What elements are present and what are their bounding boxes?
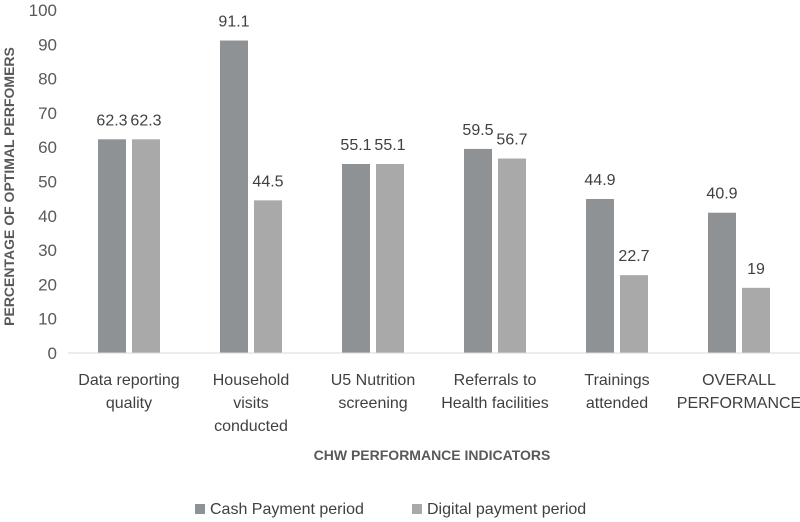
x-tick-label: Referrals to — [454, 372, 537, 389]
x-tick-label: OVERALL — [702, 372, 776, 389]
data-label: 55.1 — [340, 137, 371, 154]
x-axis-title: CHW PERFORMANCE INDICATORS — [314, 447, 551, 463]
x-tick-label: screening — [338, 395, 407, 412]
legend-swatch — [412, 504, 422, 514]
bar-cash-0 — [98, 139, 126, 353]
x-tick-label: visits — [233, 395, 269, 412]
bar-cash-2 — [342, 164, 370, 353]
data-label: 22.7 — [618, 248, 649, 265]
x-tick-label: Trainings — [584, 372, 649, 389]
x-tick-label: quality — [106, 395, 152, 412]
bar-digital-4 — [620, 275, 648, 353]
y-tick-label: 0 — [48, 344, 57, 363]
y-tick-label: 50 — [38, 173, 57, 192]
y-tick-label: 20 — [38, 275, 57, 294]
data-label: 91.1 — [218, 14, 249, 31]
bars — [98, 40, 770, 353]
legend-label: Digital payment period — [427, 501, 586, 518]
data-label: 62.3 — [96, 112, 127, 129]
data-label: 40.9 — [706, 186, 737, 203]
x-tick-label: Household — [213, 372, 290, 389]
y-tick-label: 70 — [38, 104, 57, 123]
data-label: 19 — [747, 261, 765, 278]
data-label: 56.7 — [496, 132, 527, 149]
data-label: 44.5 — [252, 173, 283, 190]
bar-digital-3 — [498, 158, 526, 353]
y-tick-label: 100 — [29, 1, 57, 20]
data-labels: 62.3 91.1 55.1 59.5 44.9 40.9 62.3 44.5 55.1 56.7… — [96, 14, 765, 278]
bar-cash-3 — [464, 148, 492, 353]
data-label: 55.1 — [374, 137, 405, 154]
x-tick-label: PERFORMANCE — [677, 395, 800, 412]
bar-cash-1 — [220, 40, 248, 353]
y-axis-ticks: 0 10 20 30 40 50 60 70 80 90 100 — [29, 1, 57, 363]
y-tick-label: 90 — [38, 35, 57, 54]
y-tick-label: 60 — [38, 138, 57, 157]
legend: Cash Payment period Digital payment perio… — [195, 501, 586, 518]
bar-cash-4 — [586, 198, 614, 353]
x-tick-label: Health facilities — [441, 395, 549, 412]
x-tick-label: conducted — [214, 418, 288, 435]
y-tick-label: 30 — [38, 241, 57, 260]
data-label: 44.9 — [584, 172, 615, 189]
bar-digital-0 — [132, 139, 160, 353]
data-label: 62.3 — [130, 112, 161, 129]
x-tick-label: Data reporting — [78, 372, 179, 389]
bar-cash-5 — [708, 212, 736, 353]
bar-digital-1 — [254, 200, 282, 353]
legend-label: Cash Payment period — [210, 501, 364, 518]
y-axis-title: PERCENTAGE OF OPTIMAL PERFOMERS — [1, 47, 17, 326]
x-tick-label: U5 Nutrition — [331, 372, 415, 389]
y-tick-label: 10 — [38, 310, 57, 329]
bar-digital-2 — [376, 164, 404, 353]
bar-digital-5 — [742, 287, 770, 353]
legend-swatch — [195, 504, 205, 514]
x-tick-label: attended — [586, 395, 648, 412]
y-tick-label: 80 — [38, 70, 57, 89]
y-tick-label: 40 — [38, 207, 57, 226]
data-label: 59.5 — [462, 122, 493, 139]
x-axis-categories: Data reporting quality Household visits cond… — [78, 372, 800, 435]
